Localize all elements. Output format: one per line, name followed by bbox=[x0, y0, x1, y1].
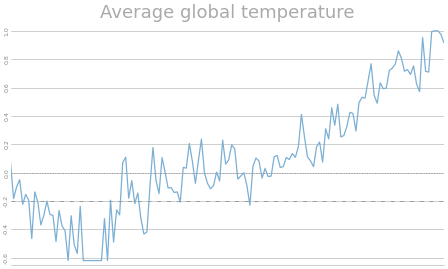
Title: Average global temperature: Average global temperature bbox=[100, 4, 354, 22]
